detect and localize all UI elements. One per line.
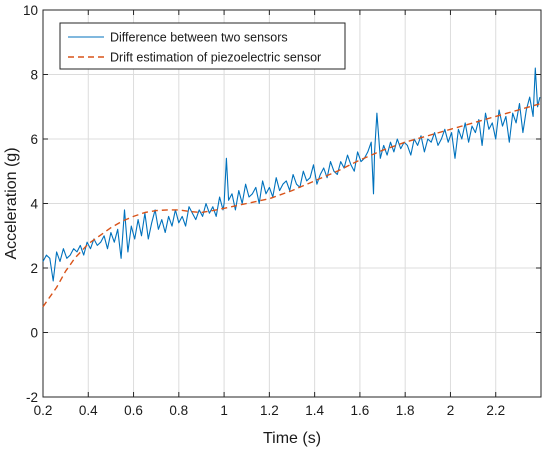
y-tick-label: 4: [30, 197, 38, 212]
x-axis-label: Time (s): [263, 430, 321, 447]
x-tick-label: 1: [220, 403, 228, 418]
x-tick-label: 1.8: [396, 403, 415, 418]
y-tick-label: 0: [30, 326, 38, 341]
ticks: [42, 9, 541, 398]
x-tick-label: 0.6: [124, 403, 143, 418]
tick-labels: 0.2 0.4 0.6 0.8 1 1.2 1.4 1.6 1.8 2 2.2 -2 0 2 4 6 8 10: [23, 3, 505, 418]
x-tick-label: 0.2: [34, 403, 53, 418]
grid: [42, 9, 541, 398]
y-tick-label: 6: [30, 132, 38, 147]
series-layer: [42, 67, 542, 308]
x-tick-label: 2.2: [486, 403, 505, 418]
y-tick-label: 2: [30, 261, 38, 276]
x-tick-label: 0.4: [79, 403, 98, 418]
legend-box: [59, 22, 346, 70]
x-tick-label: 1.4: [305, 403, 324, 418]
series-line-drift: [42, 102, 542, 308]
legend-label-drift: Drift estimation of piezoelectric sensor: [110, 51, 321, 65]
y-tick-label: 8: [30, 68, 38, 83]
legend-label-difference: Difference between two sensors: [110, 31, 288, 45]
x-tick-label: 0.8: [169, 403, 188, 418]
x-tick-label: 2: [447, 403, 455, 418]
x-tick-label: 1.6: [351, 403, 370, 418]
y-tick-label: 10: [23, 3, 38, 18]
y-axis-label: Acceleration (g): [3, 147, 20, 259]
legend: Difference between two sensors Drift est…: [59, 22, 346, 70]
x-tick-label: 1.2: [260, 403, 279, 418]
y-tick-label: -2: [26, 390, 38, 405]
series-line-difference: [42, 67, 541, 282]
